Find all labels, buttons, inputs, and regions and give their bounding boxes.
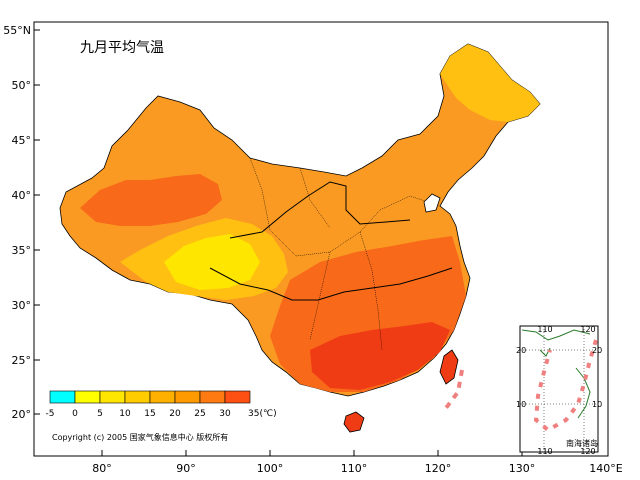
tarim-warm-zone <box>80 174 222 226</box>
legend-swatch <box>199 390 226 404</box>
legend-swatch <box>99 390 126 404</box>
inset-tick-label: 120 <box>580 447 595 456</box>
china-landmass <box>59 43 541 433</box>
lat-tick-label: 25° <box>12 354 32 367</box>
lon-tick-label: 90° <box>176 462 196 475</box>
legend-swatch <box>74 390 101 404</box>
plateau-cold-core <box>164 234 260 290</box>
inset-frame <box>519 325 599 453</box>
inset-tick-label: 110 <box>537 447 552 456</box>
lat-tick-label: 20° <box>12 408 32 421</box>
inset-tick-label: 10 <box>592 400 602 409</box>
lon-tick-label: 130° <box>509 462 536 475</box>
legend-label: 35(℃) <box>248 409 277 419</box>
legend-swatch <box>149 390 176 404</box>
inset-tick-label: 10 <box>516 400 526 409</box>
southeast-hot-zone <box>310 322 450 390</box>
legend-label: 10 <box>119 409 131 419</box>
lon-tick-label: 80° <box>92 462 112 475</box>
legend-swatch <box>124 390 151 404</box>
lat-tick-label: 35° <box>12 244 32 257</box>
lat-tick-label: 45° <box>12 134 32 147</box>
inset-label: 南海诸岛 <box>566 438 598 448</box>
inset-tick-label: 20 <box>516 346 526 355</box>
lon-tick-label: 120° <box>425 462 452 475</box>
northeast-cool-zone <box>440 44 540 122</box>
inset-tick-label: 20 <box>592 346 602 355</box>
taiwan-island <box>439 349 459 385</box>
lat-tick-label: 30° <box>12 299 32 312</box>
copyright-text: Copyright (c) 2005 国家气象信息中心 版权所有 <box>52 432 228 442</box>
legend-label: 30 <box>219 409 231 419</box>
legend-label: 0 <box>72 409 78 419</box>
legend-swatch <box>49 390 76 404</box>
yangtze-river <box>209 267 453 301</box>
hainan-island <box>343 411 365 433</box>
inset-tick-label: 110 <box>537 325 552 334</box>
legend-swatch <box>174 390 201 404</box>
inset-boundary-dash <box>533 339 598 433</box>
latitude-axis: 55°N 50° 45° 40° 35° 30° 25° 20° <box>3 24 40 421</box>
lon-tick-label: 110° <box>341 462 368 475</box>
longitude-axis: 80° 90° 100° 110° 120° 130° 140°E <box>92 450 623 475</box>
legend-label: 5 <box>97 409 103 419</box>
bohai-coast <box>423 193 441 213</box>
lat-tick-label: 50° <box>12 79 32 92</box>
map-title: 九月平均气温 <box>80 40 164 56</box>
legend-label: 25 <box>194 409 205 419</box>
province-border <box>249 157 441 351</box>
inset-tick-label: 120 <box>580 325 595 334</box>
yellow-river <box>229 181 411 239</box>
south-sea-inset: 110 120 110 120 20 10 20 10 南海诸岛 <box>516 325 602 456</box>
lat-tick-label: 40° <box>12 189 32 202</box>
lon-tick-label: 140°E <box>589 462 622 475</box>
lat-tick-label: 55°N <box>3 24 31 37</box>
legend-swatch <box>224 390 251 404</box>
legend-label: -5 <box>46 409 55 419</box>
legend-colorbar: -5 0 5 10 15 20 25 30 35(℃) <box>46 390 277 419</box>
lon-tick-label: 100° <box>257 462 284 475</box>
legend-label: 15 <box>144 409 155 419</box>
legend-label: 20 <box>169 409 181 419</box>
